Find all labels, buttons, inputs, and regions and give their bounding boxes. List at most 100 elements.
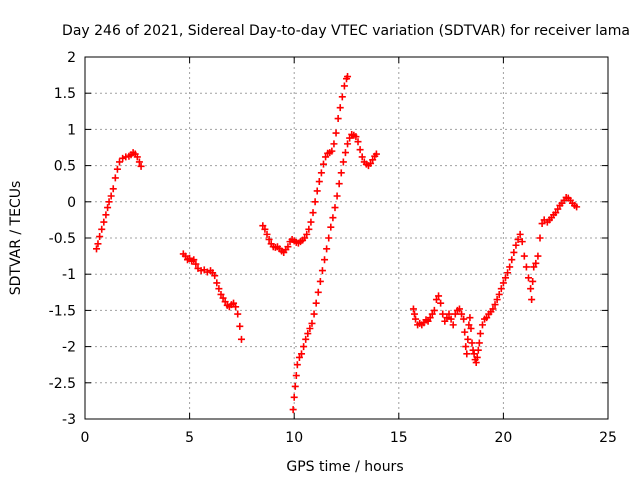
data-point: [289, 406, 297, 414]
data-point: [468, 339, 476, 347]
y-tick-label: 1: [67, 122, 76, 138]
data-point: [455, 305, 463, 313]
data-point: [367, 159, 375, 167]
data-point: [474, 346, 482, 354]
data-point: [424, 317, 432, 325]
data-point: [215, 285, 223, 293]
data-point: [331, 204, 339, 212]
data-point: [325, 234, 333, 242]
data-point: [293, 361, 301, 369]
data-point: [311, 198, 319, 206]
data-point: [137, 162, 145, 170]
x-axis-label: GPS time / hours: [286, 459, 403, 475]
data-point: [497, 285, 505, 293]
data-point: [104, 204, 112, 212]
data-point: [291, 382, 299, 390]
data-point: [336, 104, 344, 112]
data-point: [410, 310, 418, 318]
data-point: [369, 156, 377, 164]
data-point: [107, 192, 115, 200]
data-point: [113, 165, 121, 173]
data-point: [439, 310, 447, 318]
data-point: [259, 222, 267, 230]
data-point: [102, 211, 110, 219]
data-point: [441, 317, 449, 325]
data-point: [323, 245, 331, 253]
data-point: [470, 350, 478, 358]
data-point: [463, 350, 471, 358]
data-point: [327, 223, 335, 231]
data-point: [111, 174, 119, 182]
y-tick-label: -2.5: [49, 376, 76, 392]
data-point: [98, 225, 106, 233]
data-point: [352, 133, 360, 141]
data-point: [105, 198, 113, 206]
data-point: [520, 252, 528, 260]
data-point: [460, 315, 468, 323]
data-point: [472, 359, 480, 367]
data-point: [512, 241, 520, 249]
data-point: [514, 235, 522, 243]
data-point: [358, 153, 366, 161]
data-point: [437, 299, 445, 307]
chart-title: Day 246 of 2021, Sidereal Day-to-day VTE…: [62, 23, 630, 39]
data-point: [328, 147, 336, 155]
data-point: [335, 180, 343, 188]
data-point: [306, 325, 314, 332]
data-point: [478, 321, 486, 329]
data-point: [298, 350, 306, 358]
data-point: [232, 303, 240, 311]
data-point: [499, 279, 507, 287]
data-point: [312, 299, 320, 307]
data-series: [93, 73, 581, 414]
data-point: [116, 158, 124, 166]
data-point: [295, 353, 303, 361]
data-point: [192, 260, 200, 268]
data-point: [573, 203, 581, 211]
data-point: [489, 305, 497, 313]
data-point: [219, 294, 227, 302]
data-point: [495, 290, 503, 298]
data-point: [284, 243, 292, 251]
data-point: [409, 305, 417, 313]
data-point: [330, 140, 338, 148]
data-point: [230, 299, 238, 307]
data-point: [315, 178, 323, 186]
data-point: [265, 235, 273, 243]
data-point: [445, 310, 453, 318]
data-point: [292, 372, 300, 380]
data-point: [462, 343, 470, 351]
data-point: [316, 277, 324, 285]
x-tick-label: 10: [285, 430, 303, 446]
y-tick-label: -1.5: [49, 303, 76, 319]
data-point: [307, 218, 315, 226]
data-point: [93, 245, 101, 253]
data-point: [538, 220, 546, 228]
data-point: [443, 314, 451, 322]
data-point: [333, 192, 341, 200]
y-tick-label: 0: [67, 195, 76, 211]
data-point: [344, 73, 352, 81]
data-point: [236, 322, 244, 330]
data-point: [309, 209, 317, 217]
data-point: [435, 292, 443, 300]
data-point: [473, 353, 481, 361]
y-tick-label: -0.5: [49, 231, 76, 247]
data-point: [536, 234, 544, 242]
data-point: [234, 310, 242, 318]
data-point: [483, 314, 491, 322]
data-point: [301, 234, 309, 242]
data-point: [190, 256, 198, 264]
data-point: [525, 274, 533, 282]
data-point: [518, 238, 526, 246]
data-point: [516, 230, 524, 238]
data-point: [304, 330, 312, 338]
data-point: [305, 225, 313, 233]
data-point: [354, 138, 362, 146]
data-point: [332, 129, 340, 137]
data-point: [461, 328, 469, 336]
data-point: [428, 310, 436, 318]
data-point: [491, 301, 499, 309]
data-point: [302, 335, 310, 343]
data-point: [181, 252, 189, 260]
